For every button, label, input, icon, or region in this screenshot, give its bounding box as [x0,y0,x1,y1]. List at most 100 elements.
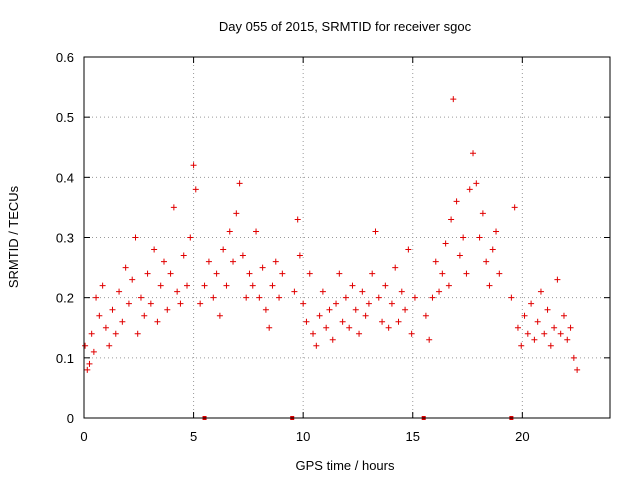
data-point [96,312,103,319]
data-point [262,306,269,313]
data-point [511,204,518,211]
data-point [134,330,141,337]
data-point [177,300,184,307]
data-point [319,288,326,295]
data-point [269,282,276,289]
data-point [388,300,395,307]
data-point [137,294,144,301]
data-point [342,294,349,301]
data-point [205,258,212,265]
data-point [216,312,223,319]
data-point [336,270,343,277]
data-point [489,246,496,253]
y-tick-label: 0.2 [56,291,74,306]
data-point [432,258,439,265]
chart-title: Day 055 of 2015, SRMTID for receiver sgo… [219,19,472,34]
data-point [524,330,531,337]
data-point [86,360,93,367]
data-point [236,180,243,187]
data-point [392,264,399,271]
data-point [256,294,263,301]
data-point [375,294,382,301]
data-point [486,282,493,289]
data-point [213,270,220,277]
data-point [164,306,171,313]
data-point [223,282,230,289]
gridlines [84,57,610,418]
data-point [496,270,503,277]
data-point [106,342,113,349]
data-point [557,330,564,337]
data-point [125,300,132,307]
x-tick-label: 15 [406,429,420,444]
data-point [479,210,486,217]
y-tick-label: 0.3 [56,231,74,246]
data-point [521,312,528,319]
data-point [99,282,106,289]
data-point [362,312,369,319]
data-point [249,282,256,289]
y-tick-label: 0 [67,411,74,426]
data-point [339,318,346,325]
y-tick-label: 0.4 [56,170,74,185]
axis-ticks: 0 0.1 0.2 0.3 0.4 0.5 0.6 0 5 10 15 20 [56,50,610,444]
data-point [463,270,470,277]
data-point [385,324,392,331]
data-point [493,228,500,235]
data-point [439,270,446,277]
data-point [453,198,460,205]
y-tick-label: 0.1 [56,351,74,366]
data-point [187,234,194,241]
data-point [303,318,310,325]
data-point [157,282,164,289]
data-point [476,234,483,241]
data-point [473,180,480,187]
data-point [544,306,551,313]
y-tick-label: 0.6 [56,50,74,65]
data-point [323,324,330,331]
data-point [300,300,307,307]
data-point [246,270,253,277]
data-point [411,294,418,301]
data-point [294,216,301,223]
data-point [567,324,574,331]
data-point [316,312,323,319]
data-point [460,234,467,241]
data-point [272,258,279,265]
data-point [190,162,197,169]
data-point [306,270,313,277]
data-point [243,294,250,301]
data-point [470,150,477,157]
data-point [514,324,521,331]
data-point [442,240,449,247]
plot-frame [83,56,611,419]
x-tick-label: 0 [80,429,87,444]
x-axis-label: GPS time / hours [296,458,395,473]
data-point [436,288,443,295]
y-axis-label: SRMTID / TECUs [6,185,21,288]
data-point [109,306,116,313]
data-point [429,294,436,301]
data-point [201,282,208,289]
data-point [466,186,473,193]
data-point [352,306,359,313]
data-point [112,330,119,337]
data-point [333,300,340,307]
data-point [398,288,405,295]
data-point [448,216,455,223]
data-point [518,342,525,349]
data-point [346,324,353,331]
data-point [239,252,246,259]
data-point [528,300,535,307]
data-point [359,288,366,295]
data-point [180,252,187,259]
data-point [405,246,412,253]
data-point [483,258,490,265]
data-point [547,342,554,349]
data-point [122,264,129,271]
data-point [422,312,429,319]
data-point [395,318,402,325]
data-point [369,270,376,277]
x-tick-label: 10 [296,429,310,444]
data-point [329,336,336,343]
